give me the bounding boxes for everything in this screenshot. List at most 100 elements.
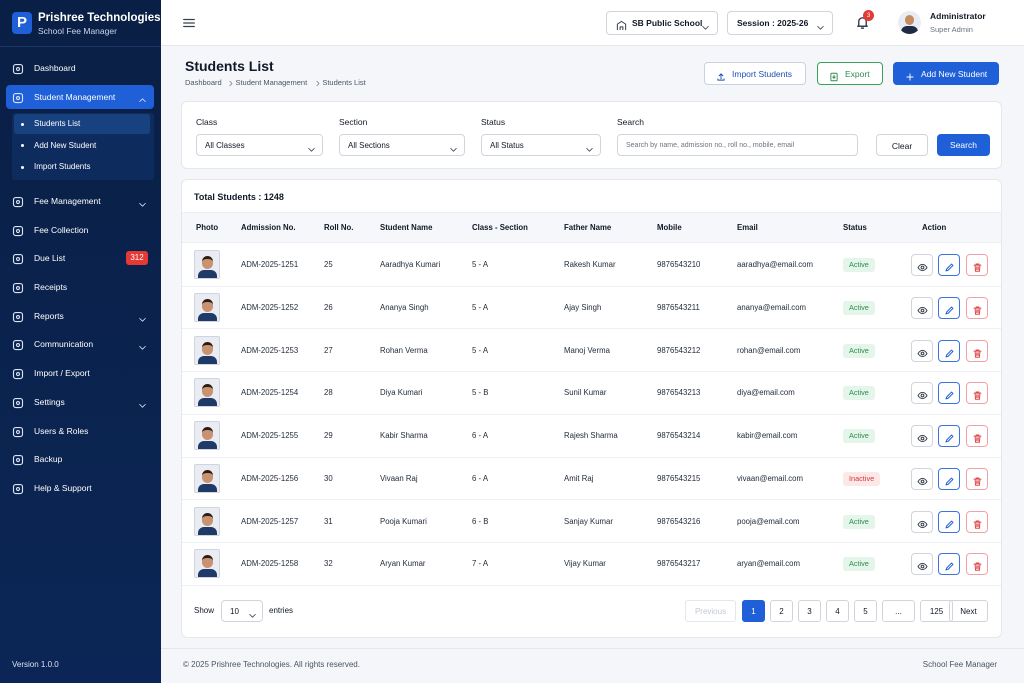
icon-shape	[917, 349, 928, 357]
page-button[interactable]: Next	[949, 600, 988, 622]
page-button[interactable]: 125	[920, 600, 953, 622]
action-button[interactable]	[911, 339, 933, 362]
action-button[interactable]	[938, 553, 960, 576]
action-button[interactable]	[938, 382, 960, 405]
cell-text: Rakesh Kumar	[564, 260, 616, 270]
school-select[interactable]: SB Public School	[606, 11, 718, 35]
page-button[interactable]: 3	[798, 600, 821, 622]
filter-select[interactable]: All Status	[481, 134, 601, 156]
action-button[interactable]	[966, 382, 988, 405]
cell-text: 28	[324, 388, 333, 398]
breadcrumb-item[interactable]: Dashboard	[185, 78, 222, 87]
action-button[interactable]	[966, 467, 988, 490]
menu-item[interactable]: Fee Collection	[34, 224, 89, 235]
menu-item[interactable]: Settings	[34, 396, 65, 407]
submenu-active-bg	[14, 114, 150, 135]
menu-toggle[interactable]	[182, 16, 196, 30]
page-size-select[interactable]: 10	[221, 600, 263, 622]
action-button[interactable]	[966, 553, 988, 576]
menu-item[interactable]: Communication	[34, 339, 94, 350]
page-button[interactable]: 5	[854, 600, 877, 622]
cell-text: Rajesh Sharma	[564, 431, 618, 441]
action-button[interactable]	[911, 382, 933, 405]
icon-shape	[973, 434, 982, 443]
user-name: Administrator	[930, 11, 986, 21]
icon-shape	[830, 72, 838, 82]
action-button[interactable]	[966, 425, 988, 448]
submenu-item[interactable]: Students List	[34, 119, 81, 129]
icon-shape	[973, 306, 982, 315]
action-button[interactable]	[911, 510, 933, 533]
icon-shape	[973, 391, 982, 401]
action-button[interactable]	[966, 297, 988, 320]
menu-item[interactable]: Due List	[34, 253, 66, 264]
search-button[interactable]: Search	[937, 134, 990, 156]
clear-button[interactable]: Clear	[876, 134, 928, 156]
menu-item[interactable]: Users & Roles	[34, 425, 89, 436]
filter-label: Search	[617, 117, 644, 127]
icon-shape	[945, 391, 954, 400]
menu-item[interactable]: Reports	[34, 310, 64, 321]
action-button[interactable]	[938, 297, 960, 320]
icon-shape	[183, 18, 195, 28]
action-button[interactable]	[938, 467, 960, 490]
cell-text: 32	[324, 559, 333, 569]
action-button[interactable]	[911, 297, 933, 320]
action-button[interactable]	[938, 510, 960, 533]
menu-item[interactable]: Backup	[34, 454, 63, 465]
icon-shape	[917, 563, 928, 571]
cell-text: Ajay Singh	[564, 303, 602, 313]
icon-shape	[973, 520, 982, 529]
icon-shape	[249, 613, 256, 618]
submenu-item[interactable]: Add New Student	[34, 140, 97, 150]
session-select[interactable]: Session : 2025-26	[727, 11, 833, 35]
header-button[interactable]: Add New Student	[893, 62, 999, 85]
menu-item[interactable]: Student Management	[34, 91, 116, 102]
row-divider	[182, 584, 1001, 586]
column-header: Admission No.	[241, 223, 296, 232]
icon-shape	[139, 346, 146, 350]
menu-item[interactable]: Help & Support	[34, 482, 92, 493]
menu-item[interactable]: Dashboard	[34, 63, 76, 73]
page-button[interactable]: 4	[826, 600, 849, 622]
header-button[interactable]: Export	[817, 62, 883, 85]
menu-item[interactable]: Fee Management	[34, 195, 101, 206]
page-button[interactable]: ...	[882, 600, 915, 622]
footer-copyright: © 2025 Prishree Technologies. All rights…	[183, 660, 360, 669]
photo-head	[202, 299, 213, 313]
icon-shape	[12, 63, 24, 75]
action-button[interactable]	[911, 254, 933, 277]
page-button[interactable]: 1	[742, 600, 765, 622]
search-input[interactable]: Search by name, admission no., roll no.,…	[617, 134, 858, 156]
submenu-item[interactable]: Import Students	[34, 162, 91, 172]
filter-select[interactable]: All Sections	[339, 134, 465, 156]
status-badge: Active	[843, 258, 875, 273]
menu-item[interactable]: Import / Export	[34, 368, 90, 379]
action-icon	[917, 559, 928, 571]
action-button[interactable]	[966, 339, 988, 362]
menu-item[interactable]: Receipts	[34, 282, 68, 292]
action-button[interactable]	[938, 339, 960, 362]
select-value: 10	[230, 607, 239, 616]
breadcrumb-item[interactable]: Student Management	[235, 78, 308, 87]
icon-shape	[973, 562, 982, 572]
icon-shape	[920, 308, 925, 313]
header-button[interactable]: Import Students	[704, 62, 806, 85]
action-button[interactable]	[966, 254, 988, 277]
action-icon	[917, 260, 928, 272]
cell-text: 5 - A	[472, 303, 489, 313]
action-button[interactable]	[966, 510, 988, 533]
action-button[interactable]	[911, 553, 933, 576]
icon-shape	[920, 436, 925, 441]
page-button[interactable]: 2	[770, 600, 793, 622]
cell-text: 9876543212	[657, 345, 701, 355]
icon-shape	[917, 392, 928, 400]
action-button[interactable]	[938, 254, 960, 277]
action-button[interactable]	[938, 425, 960, 448]
filter-select[interactable]: All Classes	[196, 134, 323, 156]
action-button[interactable]	[911, 467, 933, 490]
icon-shape	[717, 73, 725, 81]
action-button[interactable]	[911, 425, 933, 448]
icon-shape	[450, 147, 457, 152]
